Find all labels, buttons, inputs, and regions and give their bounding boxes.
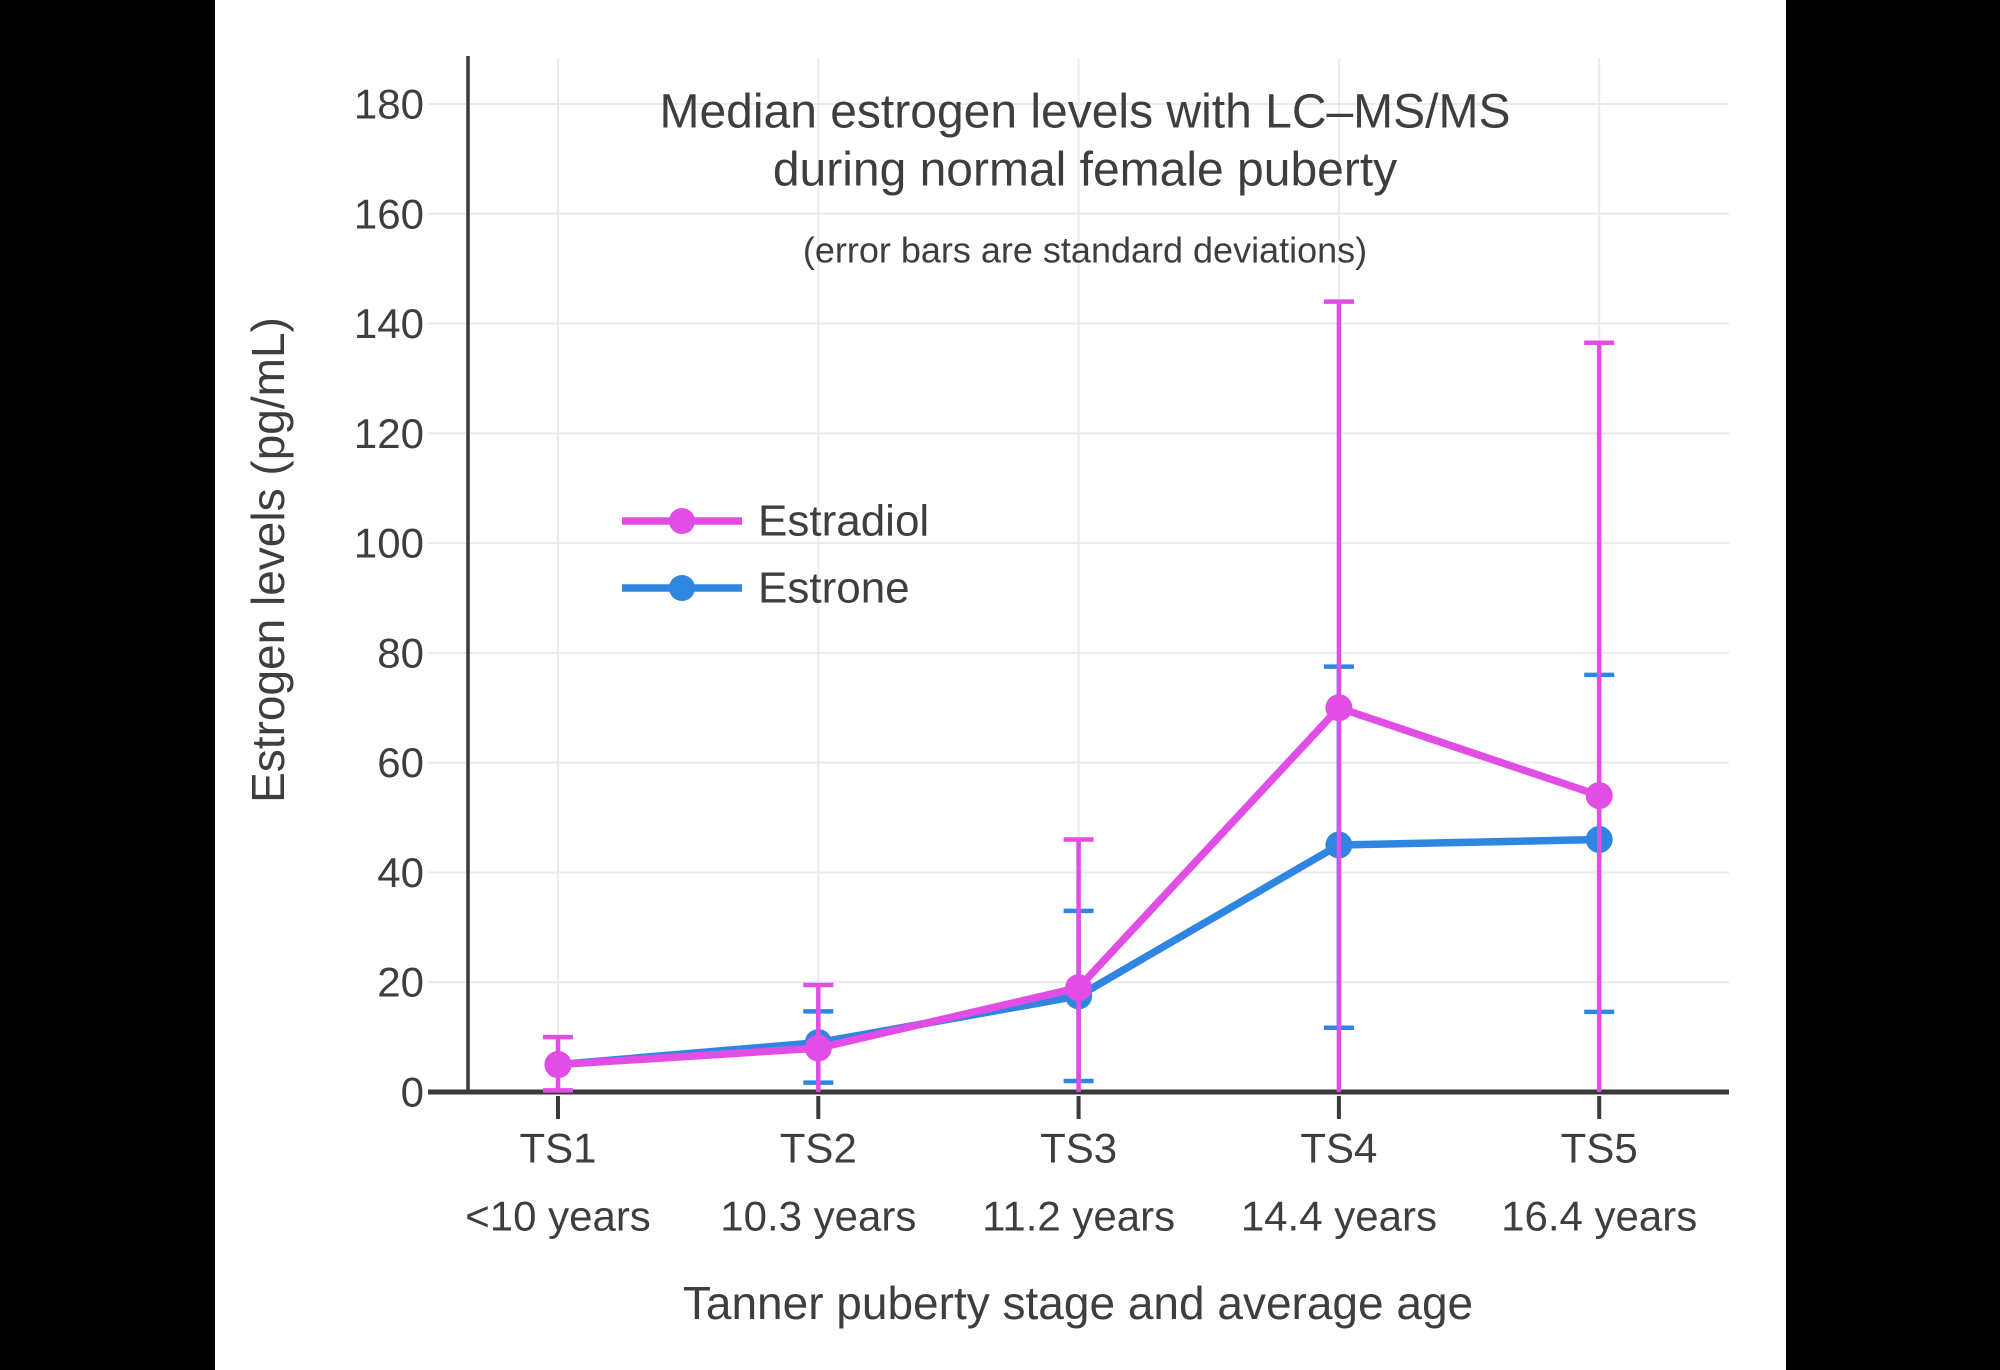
legend-marker <box>669 575 695 601</box>
x-tick-stage-label: TS2 <box>780 1125 857 1172</box>
y-tick-label: 160 <box>354 190 424 237</box>
legend: Estradiol Estrone <box>622 497 929 613</box>
figure-panel <box>215 0 1786 1370</box>
y-tick-label: 140 <box>354 300 424 347</box>
y-tick-label: 100 <box>354 520 424 567</box>
x-tick-stage-label: TS5 <box>1561 1125 1638 1172</box>
x-tick-stage-label: TS4 <box>1300 1125 1377 1172</box>
titles: Median estrogen levels with LC–MS/MSduri… <box>242 86 1511 1330</box>
marker-estradiol-TS4 <box>1325 694 1353 722</box>
x-tick-labels: TS1 <10 years TS2 10.3 years TS3 11.2 years TS… <box>465 1096 1697 1240</box>
x-tick-age-label: 11.2 years <box>982 1193 1175 1240</box>
y-tick-label: 180 <box>354 80 424 127</box>
chart-subtitle: (error bars are standard deviations) <box>803 230 1367 271</box>
y-tick-labels: 0 20 40 60 80 100 120 140 160 180 <box>354 80 424 1115</box>
marker-estradiol-TS3 <box>1065 974 1093 1002</box>
x-tick-stage-label: TS1 <box>519 1125 596 1172</box>
legend-label: Estradiol <box>758 497 929 546</box>
y-tick-label: 80 <box>377 629 424 676</box>
y-axis-title: Estrogen levels (pg/mL) <box>242 317 294 803</box>
x-tick-age-label: 14.4 years <box>1241 1193 1437 1240</box>
x-tick-age-label: 16.4 years <box>1501 1193 1697 1240</box>
legend-marker <box>669 508 695 534</box>
legend-item-estrone[interactable]: Estrone <box>622 564 910 613</box>
x-axis-title: Tanner puberty stage and average age <box>683 1277 1473 1329</box>
x-tick-age-label: <10 years <box>465 1193 651 1240</box>
chart-title-line1: Median estrogen levels with LC–MS/MS <box>659 86 1510 139</box>
legend-item-estradiol[interactable]: Estradiol <box>622 497 929 546</box>
y-tick-label: 60 <box>377 739 424 786</box>
x-tick-age-label: 10.3 years <box>720 1193 916 1240</box>
y-tick-label: 0 <box>401 1069 424 1116</box>
marker-estradiol-TS1 <box>544 1051 572 1079</box>
legend-label: Estrone <box>758 564 910 613</box>
x-tick-stage-label: TS3 <box>1040 1125 1117 1172</box>
y-tick-label: 20 <box>377 959 424 1006</box>
y-tick-label: 40 <box>377 849 424 896</box>
series-estradiol <box>543 299 1615 1093</box>
marker-estradiol-TS5 <box>1585 782 1613 810</box>
marker-estradiol-TS2 <box>804 1034 832 1062</box>
y-tick-label: 120 <box>354 410 424 457</box>
chart-title-line2: during normal female puberty <box>773 144 1397 197</box>
